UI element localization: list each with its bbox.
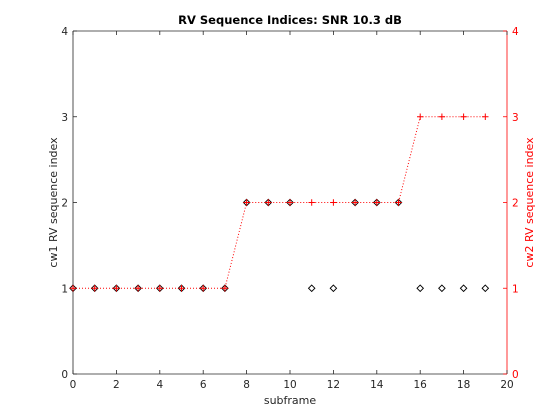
x-tick-label: 8 [243, 379, 250, 391]
cw2-plus-marker [438, 113, 446, 120]
x-tick-label: 18 [457, 379, 470, 391]
y-left-tick-label: 3 [61, 112, 68, 124]
x-axis-label: subframe [264, 394, 317, 407]
y-right-tick-label: 1 [512, 283, 519, 295]
y-left-tick-label: 2 [61, 198, 68, 210]
y-right-tick-label: 0 [512, 369, 519, 381]
cw2-plus-marker [156, 285, 163, 292]
x-tick-label: 14 [370, 379, 384, 391]
x-tick-label: 6 [200, 379, 207, 391]
x-tick-label: 16 [414, 379, 428, 391]
cw2-plus-marker [200, 285, 207, 292]
cw2-plus-marker [308, 199, 315, 206]
cw2-plus-marker [113, 285, 120, 292]
cw1-diamond-marker [329, 284, 338, 293]
y-axis-left-label: cw1 RV sequence index [47, 137, 60, 268]
cw2-plus-marker [286, 199, 294, 206]
cw2-plus-marker [482, 113, 489, 120]
cw2-plus-marker [221, 285, 229, 292]
cw2-plus-marker [134, 285, 142, 292]
cw1-diamond-marker [481, 284, 490, 293]
cw2-plus-marker [178, 285, 185, 292]
x-tick-label: 12 [327, 379, 340, 391]
y-left-tick-label: 4 [61, 26, 68, 38]
y-left-tick-label: 1 [61, 283, 68, 295]
y-axis-right-label: cw2 RV sequence index [523, 137, 536, 268]
cw2-plus-marker [91, 285, 98, 292]
cw2-series-line [73, 116, 486, 289]
cw2-plus-marker [351, 199, 359, 206]
cw2-plus-marker [373, 199, 380, 206]
y-right-tick-label: 3 [512, 112, 519, 124]
y-left-tick-label: 0 [61, 369, 68, 381]
x-tick-label: 0 [70, 379, 77, 391]
x-tick-label: 20 [500, 379, 513, 391]
cw1-diamond-marker [307, 284, 316, 293]
cw2-plus-marker [395, 199, 402, 206]
cw2-plus-marker [460, 113, 467, 120]
cw2-plus-marker [330, 199, 337, 206]
series-layer [69, 113, 490, 293]
cw1-diamond-marker [459, 284, 468, 293]
cw1-diamond-marker [416, 284, 425, 293]
cw1-diamond-marker [438, 284, 446, 293]
cw2-plus-marker [243, 199, 250, 206]
x-tick-label: 4 [156, 379, 163, 391]
cw2-plus-marker [69, 285, 77, 292]
y-right-tick-label: 4 [512, 26, 519, 38]
y-right-tick-label: 2 [512, 198, 519, 210]
x-tick-label: 10 [283, 379, 296, 391]
cw2-plus-marker [417, 113, 424, 120]
chart-title: RV Sequence Indices: SNR 10.3 dB [178, 13, 402, 27]
cw2-plus-marker [265, 199, 272, 206]
x-tick-label: 2 [113, 379, 120, 391]
